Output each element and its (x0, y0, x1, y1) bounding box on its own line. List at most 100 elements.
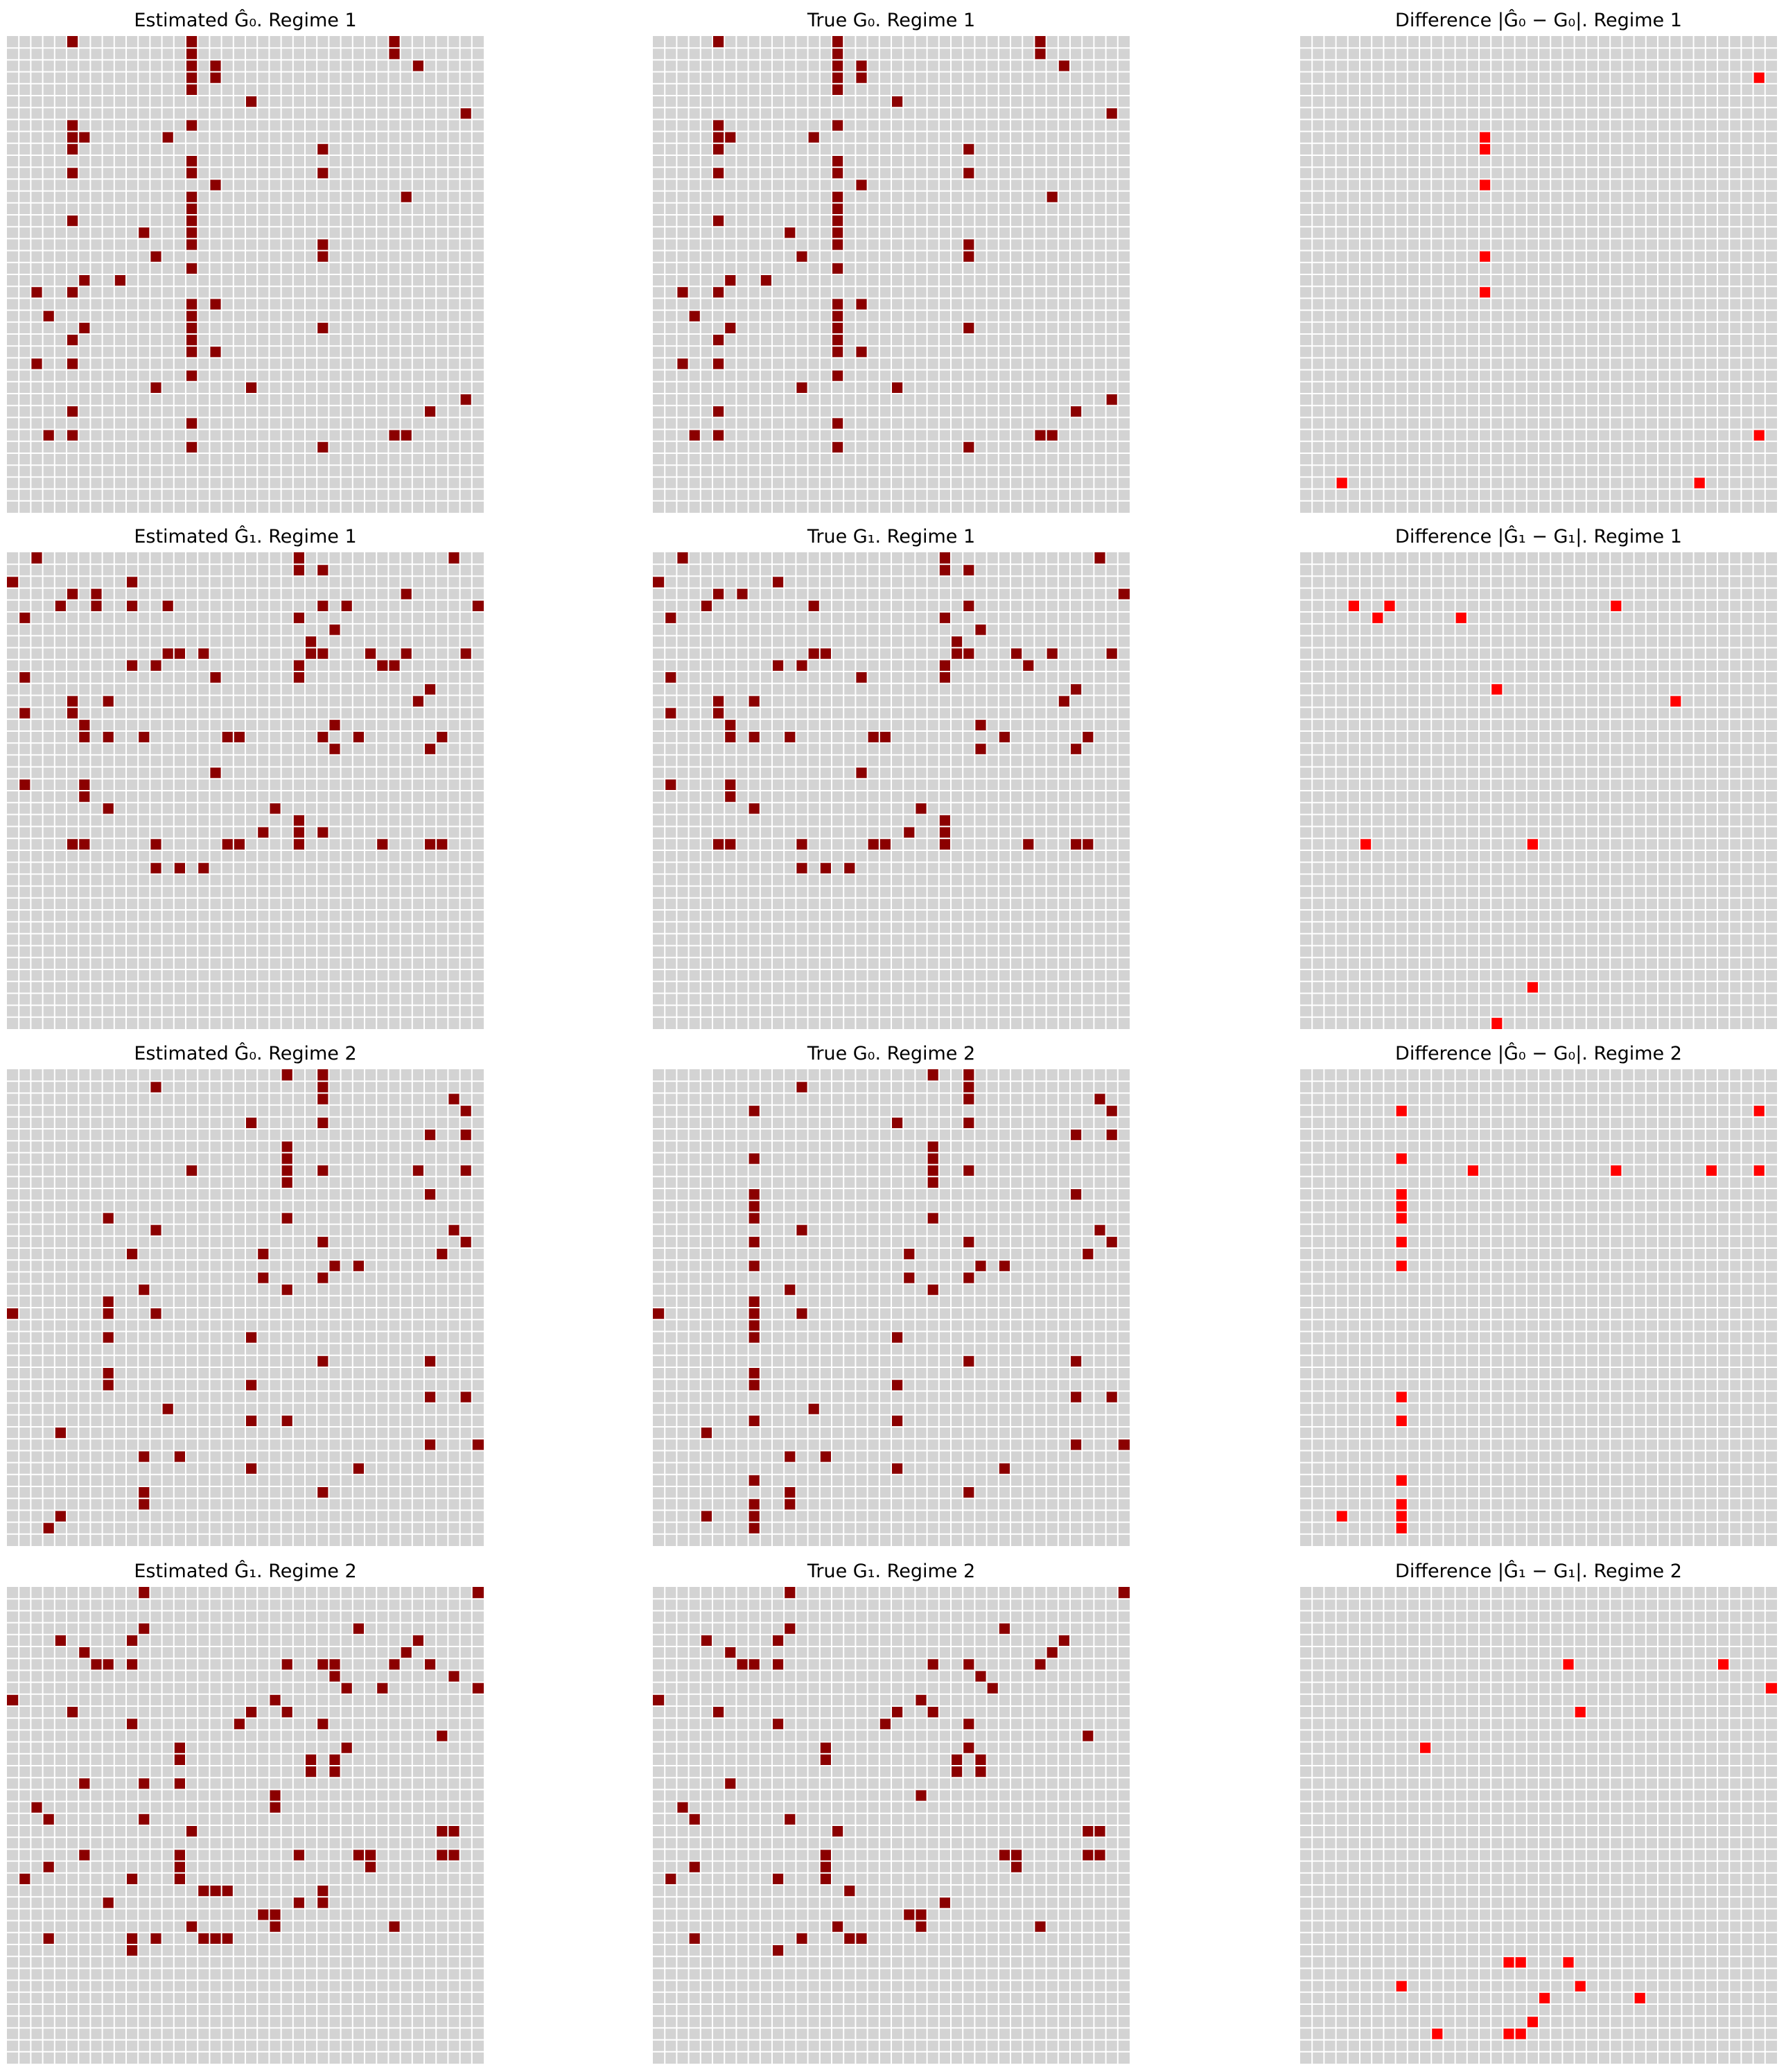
heatmap-cell (1034, 48, 1047, 60)
heatmap-cell (233, 1718, 245, 1730)
heatmap-cell (257, 1908, 270, 1921)
heatmap-cell (317, 1355, 329, 1367)
heatmap-panel-8: True G₀. Regime 2 (653, 1043, 1130, 1546)
heatmap-cell (1717, 1658, 1730, 1671)
heatmap-cell (459, 1129, 472, 1141)
panel-title: Estimated Ĝ₀. Regime 2 (134, 1042, 356, 1064)
heatmap-cell (1117, 1587, 1130, 1599)
heatmap-cell (1753, 71, 1765, 84)
heatmap-cell (986, 1682, 999, 1694)
heatmap-cell (365, 1861, 377, 1873)
heatmap-cell (424, 683, 437, 696)
heatmap-cell (963, 647, 975, 660)
heatmap-cell (173, 1849, 186, 1861)
heatmap-cell (748, 1379, 760, 1391)
heatmap-cell (891, 1414, 904, 1427)
heatmap-cell (724, 1647, 737, 1659)
heatmap-cell (1105, 1391, 1118, 1403)
heatmap-cell (1753, 429, 1765, 441)
heatmap-cell (67, 334, 79, 346)
heatmap-cell (784, 1486, 796, 1499)
heatmap-cell (1082, 1825, 1094, 1838)
heatmap-cell (1010, 1861, 1023, 1873)
grid-lines (653, 1587, 1130, 2064)
heatmap-cell (281, 1283, 293, 1296)
grid-lines (1300, 36, 1777, 513)
heatmap-cell (712, 429, 725, 441)
heatmap-cell (1094, 552, 1106, 565)
heatmap-cell (424, 1391, 437, 1403)
heatmap-panel-1: Estimated Ĝ₀. Regime 1 (7, 9, 484, 513)
heatmap-cell (126, 1872, 139, 1885)
heatmap-cell (832, 417, 844, 430)
panel-title: True G₀. Regime 2 (807, 1043, 975, 1064)
heatmap-cell (724, 719, 737, 731)
heatmap-cell (963, 1093, 975, 1105)
heatmap-cell (963, 441, 975, 453)
heatmap-cell (78, 838, 91, 850)
heatmap-cell (269, 802, 281, 815)
heatmap-cell (832, 71, 844, 84)
heatmap-cell (138, 1486, 150, 1499)
heatmap-cell (796, 1932, 808, 1944)
heatmap-cell (1479, 179, 1491, 191)
heatmap-cell (1634, 1992, 1646, 2004)
heatmap-cell (951, 647, 963, 660)
heatmap-cell (748, 1331, 760, 1344)
heatmap-cell (126, 1634, 139, 1647)
heatmap-cell (819, 1872, 832, 1885)
heatmap-cell (748, 1308, 760, 1320)
heatmap-cell (173, 1753, 186, 1766)
heatmap-cell (1395, 1414, 1408, 1427)
heatmap-cell (938, 552, 951, 565)
heatmap-cell (712, 695, 725, 708)
heatmap-cell (42, 1522, 55, 1534)
heatmap-cell (724, 1777, 737, 1790)
heatmap-cell (424, 405, 437, 418)
heatmap-cell (1395, 1510, 1408, 1522)
heatmap-cell (1562, 1956, 1575, 1969)
heatmap-cell (665, 671, 677, 684)
heatmap-cell (963, 1272, 975, 1284)
heatmap-cell (424, 1188, 437, 1201)
heatmap-cell (748, 731, 760, 744)
heatmap-cell (102, 802, 114, 815)
heatmap-panel-11: True G₁. Regime 2 (653, 1561, 1130, 2064)
heatmap-cell (186, 346, 198, 358)
heatmap-cell (915, 1920, 927, 1933)
heatmap-cell (186, 167, 198, 179)
heatmap-cell (712, 167, 725, 179)
heatmap-cell (832, 60, 844, 72)
heatmap-cell (317, 322, 329, 334)
heatmap-cell (903, 1908, 916, 1921)
heatmap-cell (784, 1498, 796, 1511)
heatmap-cell (832, 155, 844, 168)
heatmap-cell (1046, 191, 1058, 203)
heatmap-cell (963, 1081, 975, 1094)
heatmap-cell (676, 286, 689, 299)
heatmap-cell (951, 1766, 963, 1778)
heatmap-cell (1105, 107, 1118, 120)
heatmap-cell (819, 862, 832, 875)
heatmap-cell (1070, 838, 1083, 850)
heatmap-cell (126, 1658, 139, 1671)
heatmap-cell (832, 310, 844, 322)
heatmap-cell (186, 262, 198, 274)
heatmap-cell (78, 131, 91, 143)
heatmap-cell (42, 310, 55, 322)
heatmap-cell (78, 274, 91, 287)
heatmap-panel-9: Difference |Ĝ₀ − G₀|. Regime 2 (1300, 1042, 1777, 1546)
heatmap-cell (1070, 1439, 1083, 1451)
heatmap-cell (938, 1897, 951, 1909)
heatmap-cell (748, 1200, 760, 1213)
heatmap-cell (1526, 2016, 1539, 2028)
heatmap-cell (305, 635, 317, 648)
heatmap-cell (712, 334, 725, 346)
heatmap-cell (1503, 1956, 1515, 1969)
heatmap-cell (1034, 1658, 1047, 1671)
grid-lines (7, 1587, 484, 2064)
heatmap-cell (796, 1308, 808, 1320)
heatmap-cell (459, 647, 472, 660)
heatmap-cell (998, 1622, 1010, 1635)
heatmap-cell (1610, 1164, 1622, 1177)
